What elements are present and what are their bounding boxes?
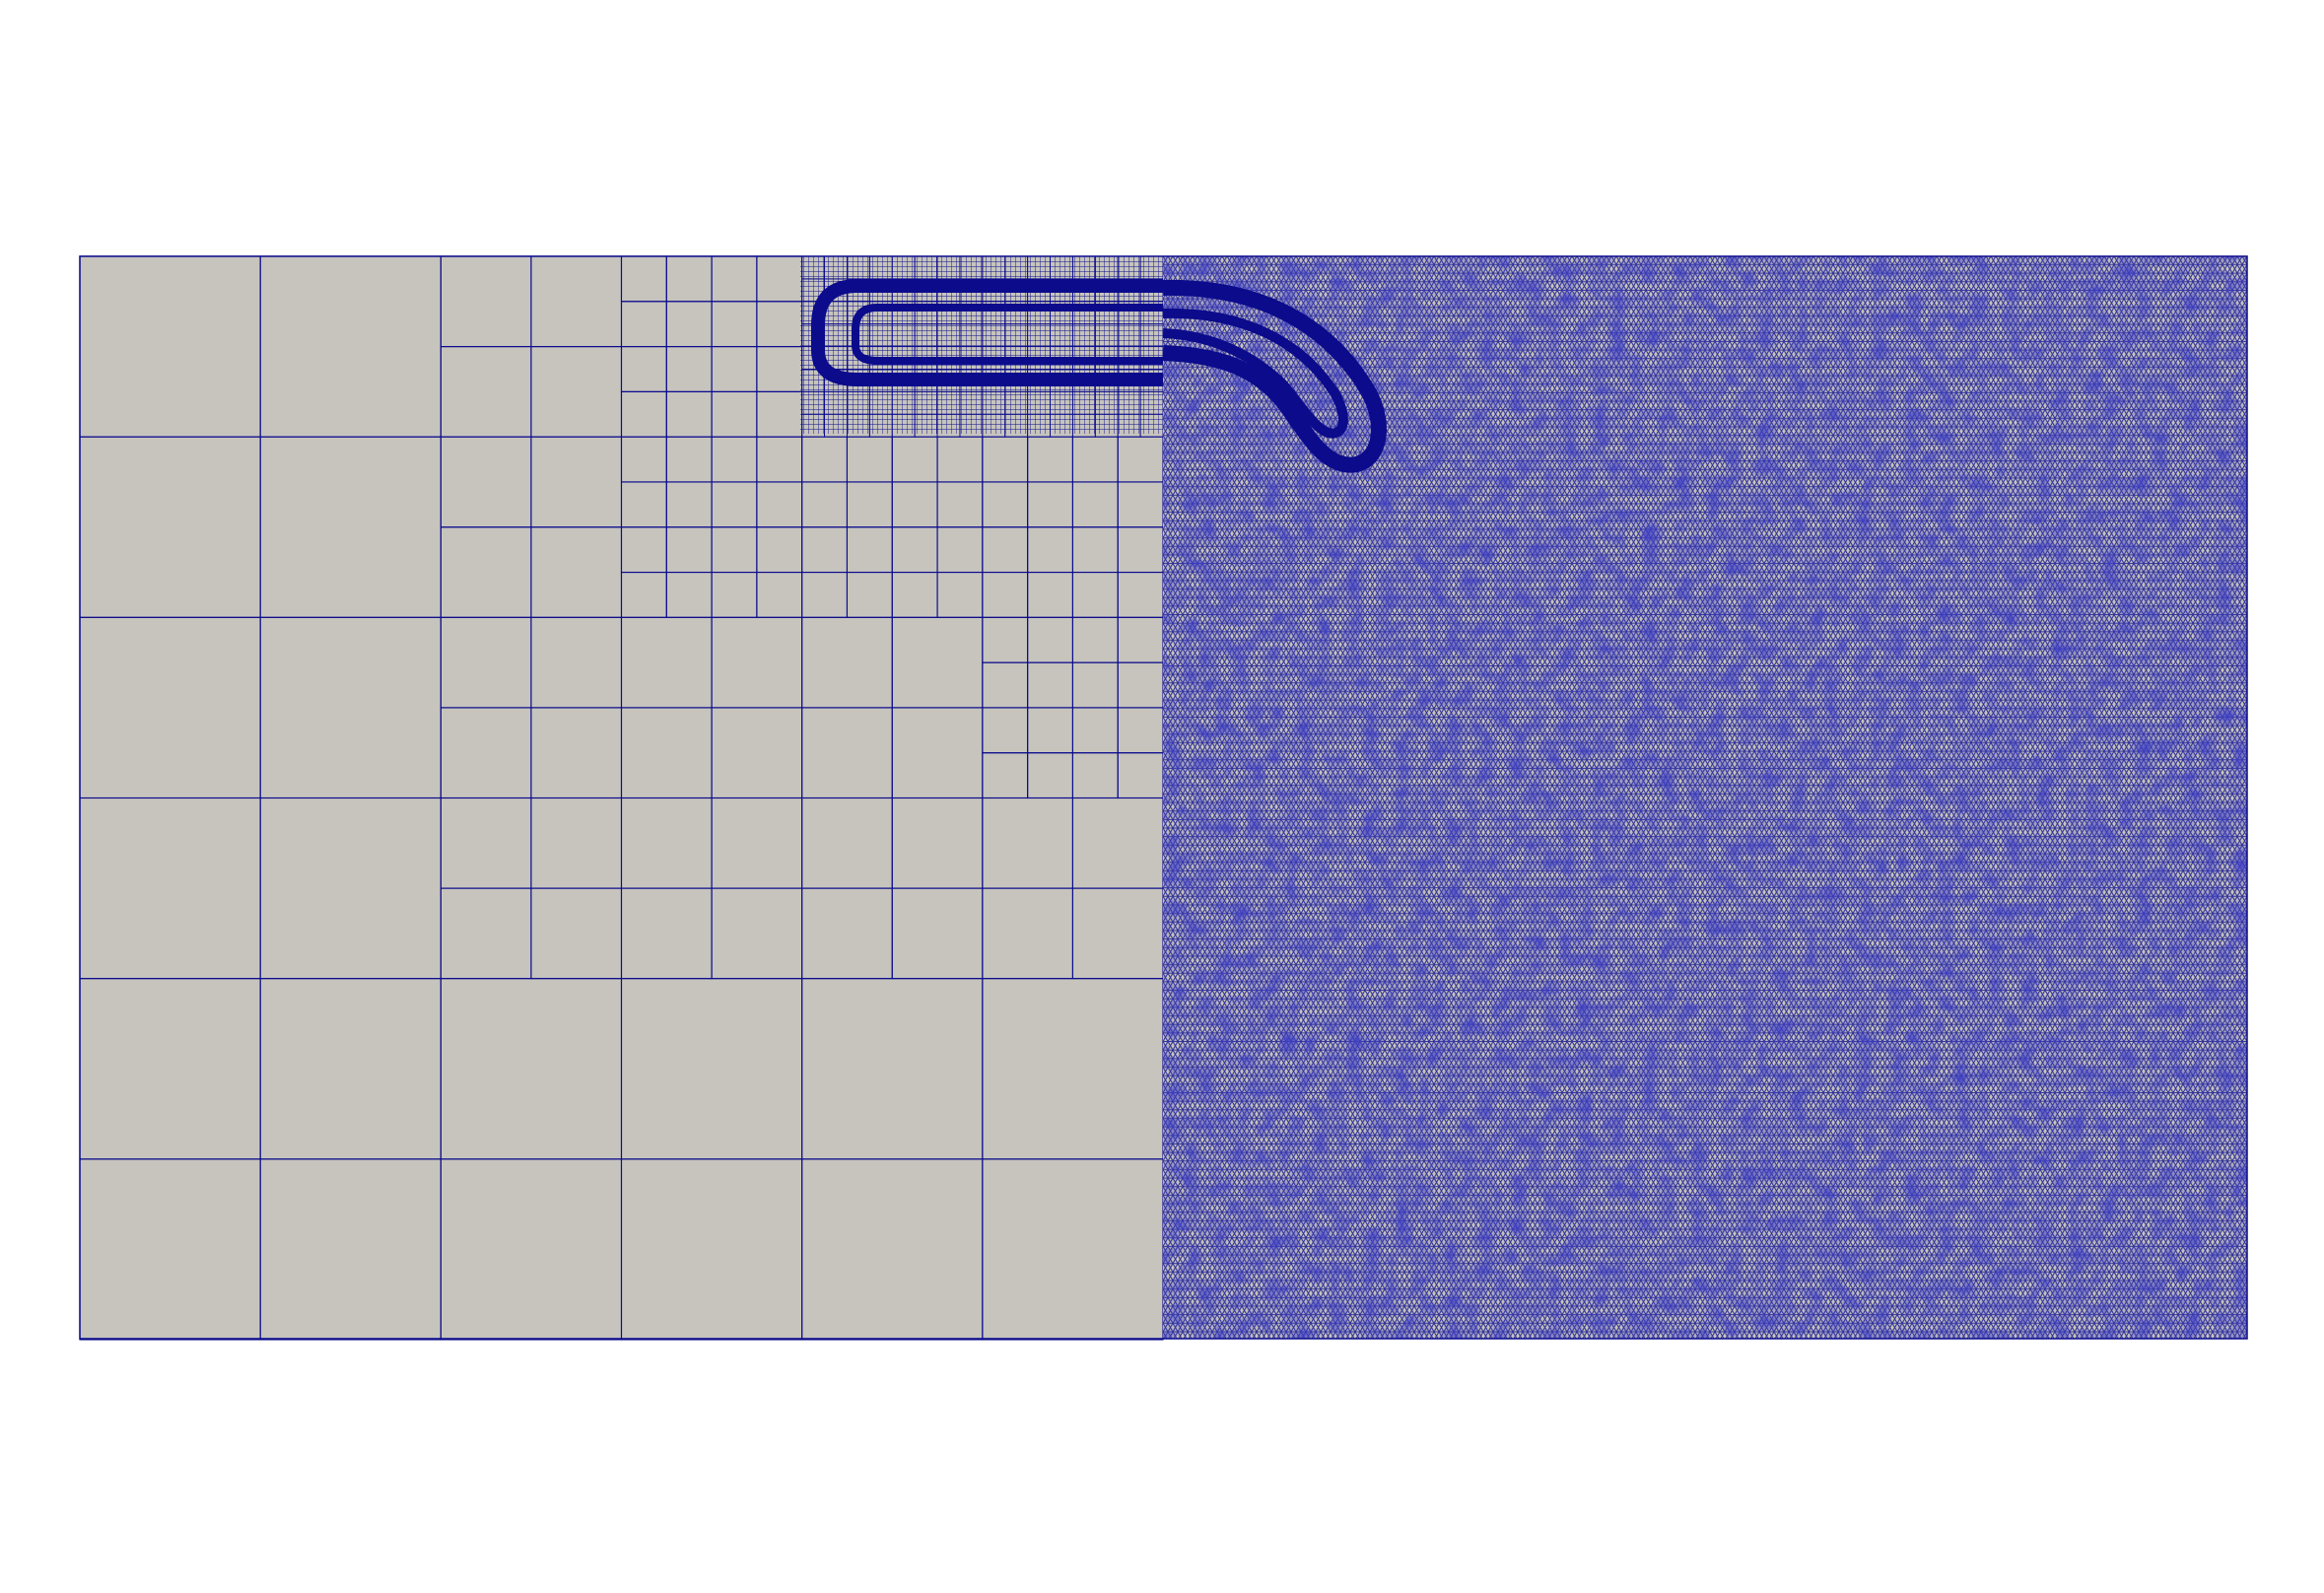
hook-outer-boundary [1162,279,1387,473]
slot-inner-boundary [852,304,1163,365]
refined-slot-region [800,256,1163,434]
quadtree-mesh-left-half [79,255,1164,1341]
domain-outline [79,255,2248,1340]
hook-inner-boundary [1162,308,1348,439]
triangular-mesh-right-half [1163,256,2247,1339]
slot-outer-boundary [811,279,1163,386]
refined-hook-region [1162,279,1387,473]
